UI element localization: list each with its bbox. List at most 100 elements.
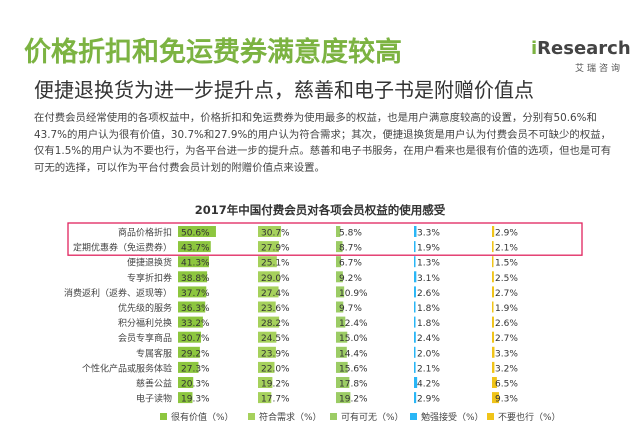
bar	[492, 256, 494, 268]
value-label: 9.7%	[339, 304, 362, 314]
bar	[258, 316, 280, 328]
value-label: 41.3%	[181, 259, 210, 269]
legend-label: 很有价值（%）	[171, 411, 234, 423]
bar	[336, 256, 342, 268]
summary-paragraph: 在付费会员经常使用的各项权益中，价格折扣和免运费券为使用最多的权益，也是用户满意…	[34, 112, 612, 174]
value-label: 6.5%	[495, 380, 518, 390]
value-label: 5.8%	[339, 229, 362, 239]
bar	[414, 377, 418, 388]
bar	[178, 241, 211, 253]
bar	[492, 241, 494, 253]
bar	[178, 361, 199, 373]
category-label: 个性化产品或服务体验	[82, 362, 172, 374]
bar	[492, 361, 495, 373]
category-label: 商品价格折扣	[118, 227, 172, 239]
value-label: 22.0%	[261, 364, 290, 374]
bar	[258, 346, 276, 358]
value-label: 2.7%	[495, 334, 518, 344]
value-label: 3.1%	[417, 274, 440, 284]
bar	[492, 392, 499, 404]
bar	[178, 346, 200, 358]
logo-prefix: i	[531, 38, 538, 59]
value-label: 1.9%	[495, 304, 518, 314]
legend-swatch	[487, 413, 494, 420]
category-label: 优先级的服务	[118, 302, 172, 314]
value-label: 3.3%	[417, 229, 440, 239]
bar	[414, 316, 416, 328]
value-label: 23.9%	[261, 349, 290, 359]
category-label: 慈善公益	[136, 378, 172, 390]
bar	[258, 331, 277, 343]
value-label: 36.3%	[181, 304, 210, 314]
bar	[178, 377, 194, 388]
chart-title: 2017年中国付费会员对各项会员权益的使用感受	[195, 203, 446, 217]
bar	[178, 392, 193, 404]
value-label: 2.4%	[417, 334, 440, 344]
value-label: 43.7%	[181, 244, 210, 254]
value-label: 28.2%	[261, 319, 290, 329]
bar	[492, 331, 495, 343]
legend-label: 勉强接受（%）	[421, 411, 484, 423]
bar	[178, 256, 209, 268]
bar	[178, 316, 203, 328]
bar	[414, 286, 416, 298]
bar	[336, 361, 348, 373]
iresearch-logo: iResearch 艾瑞咨询	[531, 38, 631, 76]
value-label: 2.6%	[495, 319, 518, 329]
logo-wordmark: iResearch	[531, 38, 631, 59]
category-label: 专享折扣券	[127, 272, 172, 284]
value-label: 9.2%	[339, 274, 362, 284]
value-label: 8.7%	[339, 244, 362, 254]
value-label: 1.8%	[417, 319, 440, 329]
legend-swatch	[330, 413, 337, 420]
value-label: 2.7%	[495, 289, 518, 299]
bar	[178, 226, 216, 237]
page-subtitle: 便捷退换货为进一步提升点，慈善和电子书是附赠价值点	[34, 78, 534, 102]
bar	[492, 271, 494, 283]
bar	[414, 241, 416, 253]
value-label: 2.1%	[495, 244, 518, 254]
value-label: 1.3%	[417, 259, 440, 269]
bar	[258, 361, 275, 373]
bar	[178, 301, 206, 313]
value-label: 37.7%	[181, 289, 210, 299]
bar	[414, 346, 416, 358]
bar	[492, 286, 495, 298]
value-label: 38.8%	[181, 274, 210, 284]
bar	[492, 346, 495, 358]
value-label: 2.5%	[495, 274, 518, 284]
legend-swatch	[160, 413, 167, 420]
bar	[414, 361, 416, 373]
value-label: 19.3%	[181, 395, 210, 405]
value-label: 23.6%	[261, 304, 290, 314]
category-label: 会员专享商品	[118, 332, 172, 344]
value-label: 15.0%	[339, 334, 368, 344]
legend-label: 符合需求（%）	[259, 411, 322, 423]
value-label: 27.3%	[181, 364, 210, 374]
value-label: 14.4%	[339, 349, 368, 359]
value-label: 1.9%	[417, 244, 440, 254]
value-label: 17.8%	[339, 380, 368, 390]
bar	[258, 241, 279, 253]
bar	[258, 392, 272, 404]
bar	[258, 286, 279, 298]
value-label: 29.0%	[261, 274, 290, 284]
category-label: 定期优惠券（免运费券）	[73, 242, 172, 254]
value-label: 19.2%	[339, 395, 368, 405]
legend-label: 可有可无（%）	[341, 411, 404, 423]
value-label: 10.9%	[339, 289, 368, 299]
bar	[414, 256, 416, 268]
value-label: 25.1%	[261, 259, 290, 269]
category-label: 消费返利（返券、返现等）	[64, 287, 172, 299]
bar	[336, 316, 346, 328]
bar	[336, 226, 341, 237]
highlight-box	[67, 222, 583, 256]
value-label: 17.7%	[261, 395, 290, 405]
value-label: 2.9%	[495, 229, 518, 239]
value-label: 30.7%	[261, 229, 290, 239]
value-label: 30.7%	[181, 334, 210, 344]
bar	[414, 331, 416, 343]
bar	[492, 301, 494, 313]
